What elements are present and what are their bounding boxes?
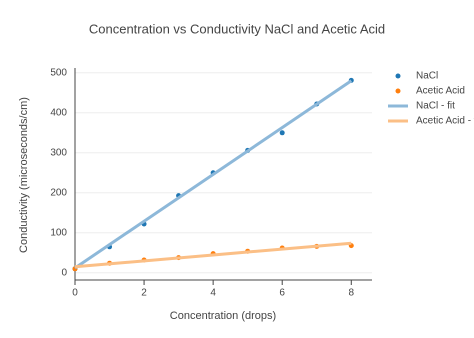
x-tick-label: 2 — [141, 288, 147, 299]
legend-swatch — [395, 73, 401, 79]
legend-label: Acetic Acid — [416, 86, 465, 97]
y-tick-label: 0 — [61, 267, 67, 278]
x-tick-label: 6 — [279, 288, 285, 299]
y-axis-label: Conductivity (microseconds/cm) — [18, 97, 30, 253]
y-tick-label: 300 — [50, 147, 67, 158]
x-tick-label: 8 — [348, 288, 354, 299]
x-tick-label: 4 — [210, 288, 216, 299]
x-tick-label: 0 — [72, 288, 78, 299]
y-tick-label: 500 — [50, 67, 67, 78]
point — [279, 130, 285, 136]
y-tick-label: 100 — [50, 227, 67, 238]
legend-label: NaCl — [416, 71, 438, 82]
legend-label: Acetic Acid - fit — [416, 116, 474, 127]
legend-label: NaCl - fit — [416, 101, 455, 112]
y-tick-label: 400 — [50, 107, 67, 118]
x-axis-label: Concentration (drops) — [170, 310, 276, 322]
fit-line — [74, 79, 353, 270]
y-tick-label: 200 — [50, 187, 67, 198]
fit-line — [74, 241, 352, 269]
chart-title: Concentration vs Conductivity NaCl and A… — [89, 21, 385, 36]
legend-swatch — [395, 88, 401, 94]
